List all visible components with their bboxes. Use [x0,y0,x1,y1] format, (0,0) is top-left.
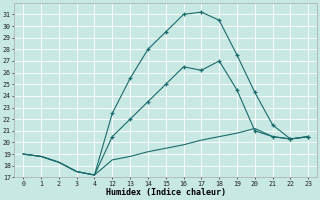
X-axis label: Humidex (Indice chaleur): Humidex (Indice chaleur) [106,188,226,197]
